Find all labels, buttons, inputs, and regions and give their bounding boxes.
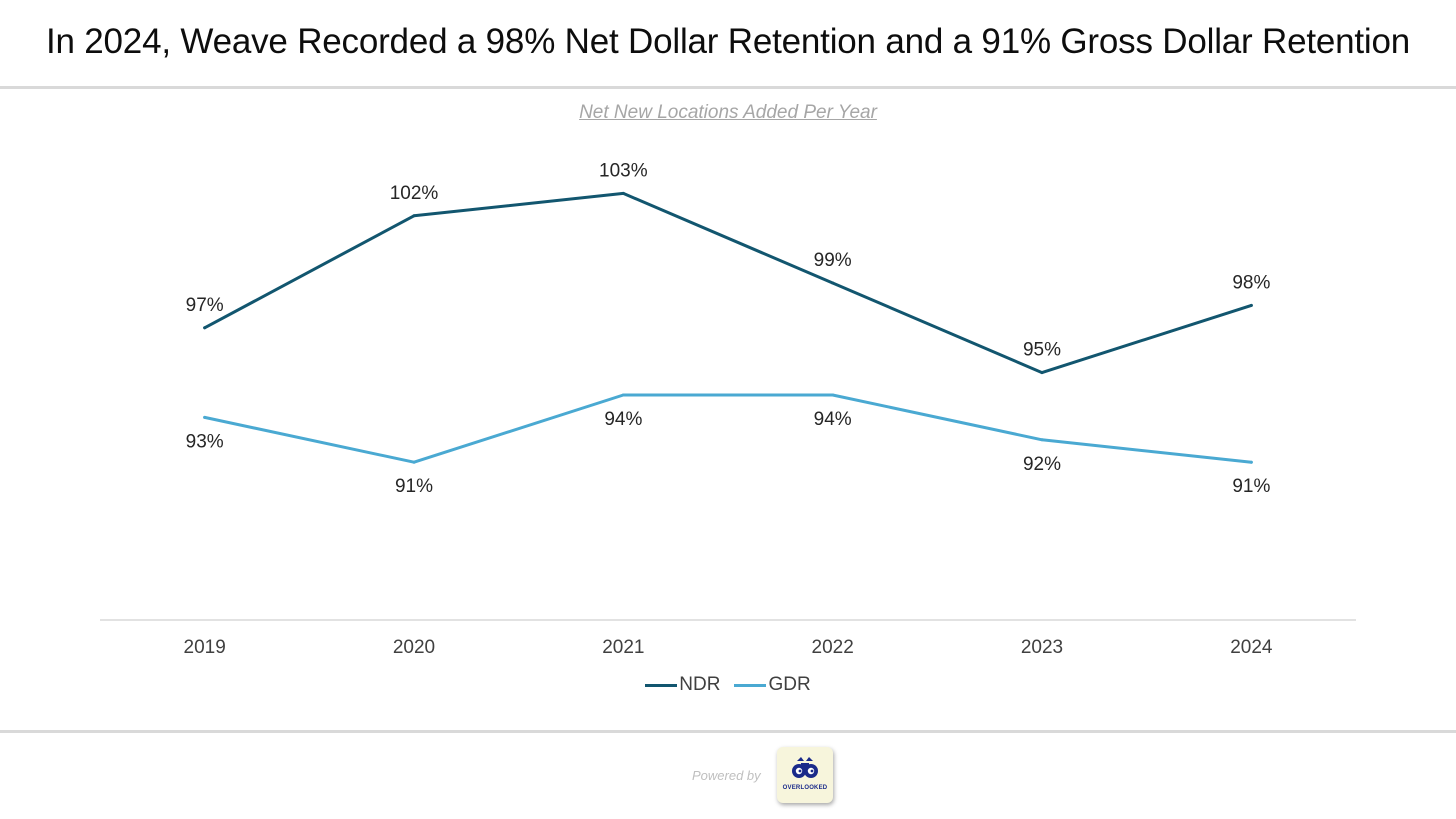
legend-label: NDR [679, 674, 721, 695]
data-point-gdr [831, 393, 835, 397]
data-point-gdr [1040, 438, 1044, 442]
data-point-ndr [831, 281, 835, 285]
footer: Powered by OVERLOOKED [0, 745, 1456, 805]
x-tick-label: 2023 [1021, 637, 1063, 658]
chart-legend: NDR GDR [0, 674, 1456, 696]
series-line-ndr [203, 191, 1253, 375]
data-point-gdr [621, 393, 625, 397]
x-tick-label: 2021 [602, 637, 644, 658]
overlooked-logo[interactable]: OVERLOOKED [777, 747, 833, 803]
chart-subtitle: Net New Locations Added Per Year [579, 102, 877, 123]
data-point-ndr [1249, 303, 1253, 307]
data-label-gdr: 94% [604, 409, 642, 430]
x-tick-label: 2022 [812, 637, 854, 658]
data-point-gdr [412, 460, 416, 464]
powered-by-text: Powered by [692, 768, 761, 783]
data-point-ndr [203, 326, 207, 330]
data-point-ndr [621, 191, 625, 195]
legend-item-gdr: GDR [734, 674, 811, 696]
data-point-ndr [412, 214, 416, 218]
legend-swatch [734, 683, 767, 687]
bottom-divider [0, 730, 1456, 733]
data-point-gdr [203, 415, 207, 419]
data-label-ndr: 99% [814, 250, 852, 271]
data-label-gdr: 91% [395, 476, 433, 497]
data-label-ndr: 102% [390, 183, 439, 204]
x-tick-label: 2024 [1230, 637, 1273, 658]
binoculars-icon [792, 757, 818, 778]
legend-label: GDR [768, 674, 811, 695]
data-point-ndr [1040, 371, 1044, 375]
data-label-ndr: 97% [186, 295, 224, 316]
data-label-ndr: 103% [599, 160, 648, 181]
chart-title-heading: In 2024, Weave Recorded a 98% Net Dollar… [45, 22, 1411, 61]
data-label-gdr: 91% [1232, 476, 1270, 497]
legend-item-ndr: NDR [645, 674, 720, 696]
data-point-gdr [1249, 460, 1253, 464]
legend-swatch [645, 683, 678, 687]
data-label-ndr: 98% [1232, 272, 1270, 293]
data-label-gdr: 93% [186, 431, 224, 452]
top-divider [0, 86, 1456, 89]
x-tick-label: 2019 [184, 637, 226, 658]
data-label-gdr: 94% [814, 409, 852, 430]
data-label-ndr: 95% [1023, 340, 1061, 361]
data-label-gdr: 92% [1023, 454, 1061, 475]
x-tick-label: 2020 [393, 637, 435, 658]
series-line-gdr [203, 393, 1253, 464]
logo-text: OVERLOOKED [782, 785, 828, 791]
